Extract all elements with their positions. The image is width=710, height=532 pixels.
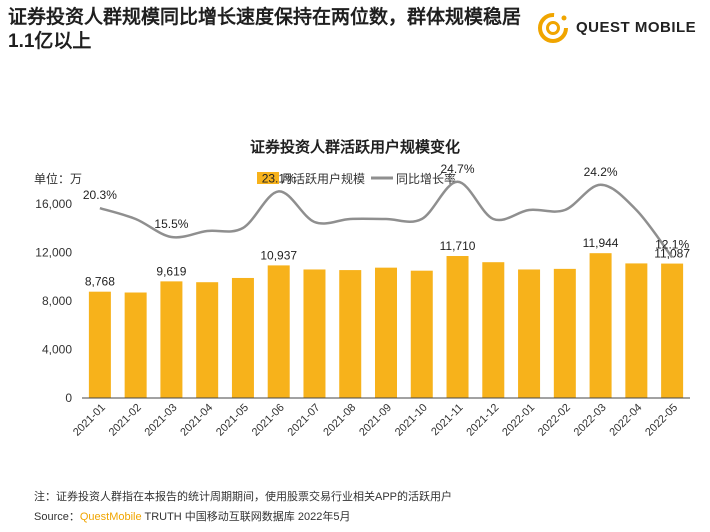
x-tick-label: 2022-01 [500, 402, 537, 439]
x-axis: 2021-012021-022021-032021-042021-052021-… [71, 402, 680, 439]
y-tick-label: 8,000 [42, 294, 72, 308]
legend-bar-label: 月活跃用户规模 [281, 171, 365, 186]
x-tick-label: 2021-04 [178, 402, 215, 439]
x-tick-label: 2022-04 [607, 402, 644, 439]
footnote: 注：证券投资人群指在本报告的统计周期期间，使用股票交易行业相关APP的活跃用户 [34, 491, 453, 503]
x-tick-label: 2021-12 [464, 402, 501, 439]
bar [231, 277, 254, 398]
bar [160, 281, 183, 398]
bar [553, 268, 576, 398]
legend: 月活跃用户规模 同比增长率 [257, 171, 456, 186]
bar [267, 265, 290, 398]
x-tick-label: 2021-11 [429, 402, 465, 438]
logo-text: QUEST MOBILE [576, 19, 697, 36]
y-tick-label: 16,000 [35, 197, 72, 211]
bar [589, 253, 612, 398]
bar-data-label: 10,937 [260, 248, 297, 262]
bar [410, 270, 433, 398]
bar [124, 292, 147, 398]
bar [375, 267, 397, 398]
unit-label: 单位：万 [34, 171, 82, 186]
bar-data-label: 8,768 [85, 275, 115, 289]
y-tick-label: 0 [65, 391, 72, 405]
x-tick-label: 2021-10 [393, 402, 430, 439]
y-axis: 0 4,000 8,000 12,000 16,000 [35, 197, 72, 405]
bar [303, 269, 326, 398]
source-note: Source：QuestMobile TRUTH 中国移动互联网数据库 2022… [34, 508, 350, 524]
x-tick-label: 2021-05 [214, 402, 251, 439]
chart: 证券投资人群活跃用户规模变化 单位：万 月活跃用户规模 同比增长率 0 4,000… [34, 138, 690, 439]
questmobile-logo-icon [538, 13, 568, 43]
x-tick-label: 2021-09 [357, 402, 394, 439]
page-headline: 证券投资人群规模同比增长速度保持在两位数，群体规模稳居1.1亿以上 [8, 7, 522, 52]
y-tick-label: 12,000 [35, 246, 72, 260]
bar [88, 291, 111, 398]
line-data-label: 15.5% [154, 217, 188, 231]
bar [196, 282, 219, 398]
bar [339, 270, 362, 398]
x-tick-label: 2021-08 [321, 402, 358, 439]
bar [625, 263, 648, 398]
source-prefix: Source： [34, 511, 80, 523]
bar-series: 8,768 9,619 10,937 11,710 11,944 11,087 [85, 236, 690, 398]
bar-data-label: 11,710 [440, 239, 476, 253]
line-data-label: 20.3% [83, 188, 117, 202]
x-tick-label: 2021-03 [142, 402, 179, 439]
x-tick-label: 2022-02 [536, 402, 573, 439]
bar-data-label: 11,087 [654, 247, 690, 261]
source-rest: TRUTH 中国移动互联网数据库 2022年5月 [141, 511, 351, 523]
bar [661, 263, 684, 398]
legend-bar-swatch [257, 172, 279, 184]
line-data-label: 12.1% [655, 237, 689, 251]
bar [482, 262, 505, 398]
bar-data-label: 11,944 [583, 236, 619, 250]
x-tick-label: 2022-05 [643, 402, 680, 439]
growth-line [99, 180, 674, 259]
line-data-label: 24.2% [584, 165, 618, 179]
bar [518, 269, 541, 398]
bar-data-label: 9,619 [156, 264, 186, 278]
x-tick-label: 2021-01 [71, 402, 108, 439]
growth-line-series: 20.3% 15.5% 23.1% 24.7% 24.2% 12.1% [83, 162, 689, 259]
line-data-label: 24.7% [441, 162, 475, 176]
x-tick-label: 2021-02 [107, 402, 144, 439]
line-data-label: 23.1% [262, 171, 296, 185]
x-tick-label: 2021-07 [286, 402, 323, 439]
chart-title: 证券投资人群活跃用户规模变化 [250, 138, 460, 156]
questmobile-logo: QUEST MOBILE [536, 10, 706, 46]
y-tick-label: 4,000 [42, 343, 72, 357]
source-brand: QuestMobile [79, 511, 142, 523]
x-tick-label: 2022-03 [572, 402, 609, 439]
bar [446, 256, 469, 398]
legend-line-label: 同比增长率 [396, 171, 456, 186]
x-tick-label: 2021-06 [250, 402, 287, 439]
